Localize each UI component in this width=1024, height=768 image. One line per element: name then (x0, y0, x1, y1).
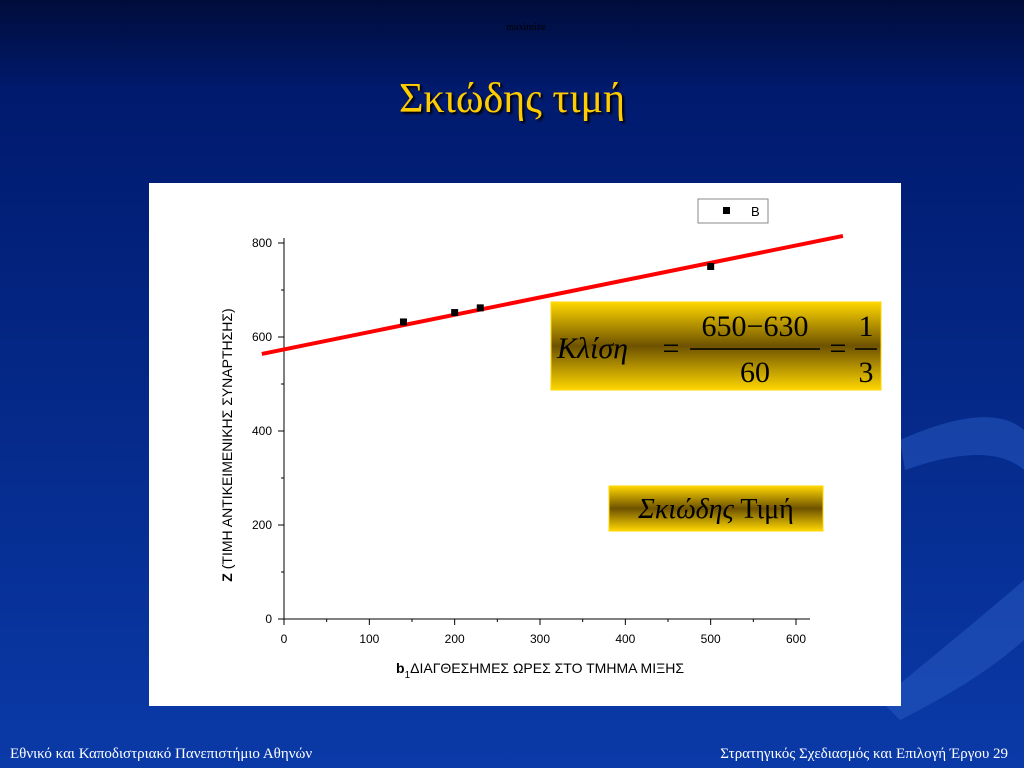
point (476, 304, 484, 312)
shadow-box (608, 485, 824, 532)
top-note: maximize (506, 22, 546, 33)
x-axis-label: b1ΔΙΑΓΘΕΣΗΜΕΣ ΩΡΕΣ ΣΤΟ ΤΜΗΜΑ ΜΙΞΗΣ (396, 660, 684, 681)
x-tick-label: 0 (281, 632, 288, 646)
formula-rnum: 1 (859, 310, 874, 343)
y-tick-label: 600 (252, 330, 272, 344)
formula-rden: 3 (859, 356, 874, 389)
slide-title: Σκιώδης τιμή (399, 76, 625, 122)
x-label-main: b (396, 660, 405, 676)
shadow-rest: Τιμή (740, 494, 793, 525)
x-tick-label: 100 (359, 632, 379, 646)
formula-den: 60 (740, 356, 770, 389)
legend-marker (723, 207, 730, 214)
x-tick-label: 300 (530, 632, 550, 646)
x-tick-label: 600 (786, 632, 806, 646)
formula-eq: = (830, 332, 847, 365)
formula-lhs: Κλίση (556, 332, 628, 365)
x-tick-label: 200 (445, 632, 465, 646)
chart-panel (149, 183, 901, 706)
y-axis-label: Z (ΤΙΜΗ ΑΝΤΙΚΕΙΜΕΝΙΚΗΣ ΣΥΝΑΡΤΗΣΗΣ) (219, 308, 235, 581)
swoosh (900, 417, 1024, 470)
y-label-main: Z (219, 573, 235, 582)
footer-course: Στρατηγικός Σχεδιασμός και Επιλογή Έργου (720, 746, 989, 762)
y-tick-label: 400 (252, 424, 272, 438)
legend (697, 198, 769, 224)
footer-left: Εθνικό και Καποδιστριακό Πανεπιστήμιο Αθ… (10, 746, 312, 762)
point (399, 318, 407, 326)
x-label-rest: ΔΙΑΓΘΕΣΗΜΕΣ ΩΡΕΣ ΣΤΟ ΤΜΗΜΑ ΜΙΞΗΣ (410, 660, 684, 676)
page-number: 29 (993, 746, 1008, 762)
y-tick-label: 800 (252, 236, 272, 250)
footer-right: Στρατηγικός Σχεδιασμός και Επιλογή Έργου… (720, 746, 1008, 762)
shadow-label: Σκιώδης Τιμή (637, 494, 793, 525)
y-tick-label: 0 (265, 612, 272, 626)
fit-line (261, 233, 844, 356)
x-label-sub: 1 (405, 670, 411, 681)
y-label-rest: (ΤΙΜΗ ΑΝΤΙΚΕΙΜΕΝΙΚΗΣ ΣΥΝΑΡΤΗΣΗΣ) (219, 308, 235, 569)
x-tick-label: 500 (701, 632, 721, 646)
y-tick-label: 200 (252, 518, 272, 532)
formula-eq: = (663, 332, 680, 365)
legend-label: B (751, 204, 760, 219)
formula: Κλίση = 650−630 60 = 1 3 (556, 310, 877, 389)
formula-num: 650−630 (702, 310, 809, 343)
swoosh (880, 580, 1024, 720)
plot: 0 200 400 600 800 0 100 200 300 400 500 600 (252, 233, 844, 646)
shadow-italic: Σκιώδης (637, 494, 734, 525)
formula-box (550, 301, 882, 391)
x-tick-label: 400 (615, 632, 635, 646)
point (451, 309, 459, 317)
point (707, 263, 715, 270)
